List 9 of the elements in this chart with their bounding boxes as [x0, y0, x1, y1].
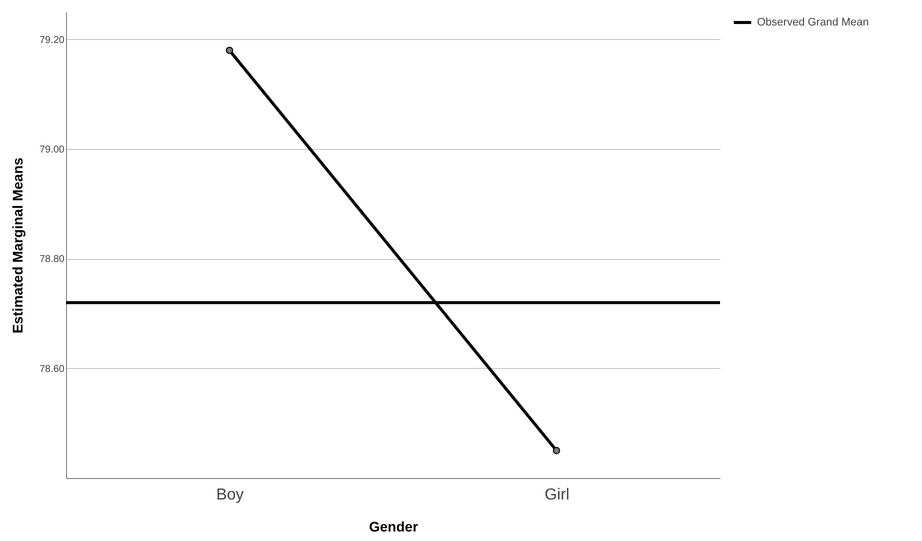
y-tick-label: 79.00	[39, 144, 65, 156]
x-axis-title: Gender	[368, 518, 419, 534]
legend-label: Observed Grand Mean	[757, 16, 869, 28]
y-tick-label: 79.20	[39, 34, 65, 46]
x-tick-label: Boy	[216, 486, 244, 504]
y-tick-label: 78.80	[39, 254, 65, 266]
y-tick-label: 78.60	[39, 364, 65, 375]
x-tick-label: Girl	[544, 486, 570, 504]
y-axis-title: Estimated Marginal Means	[9, 157, 26, 334]
